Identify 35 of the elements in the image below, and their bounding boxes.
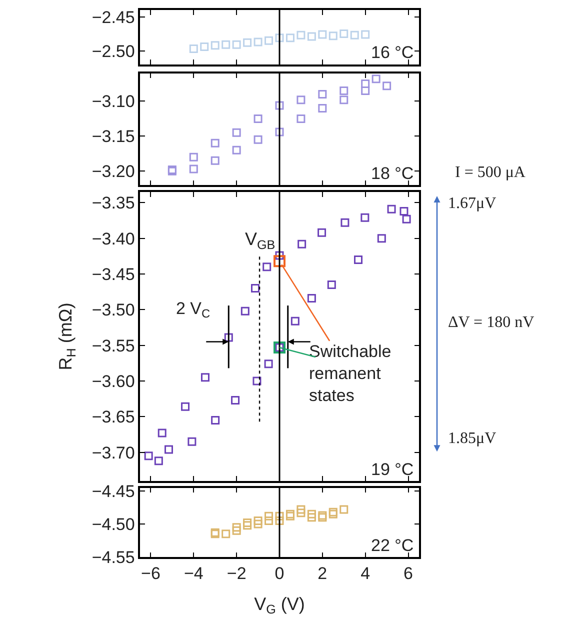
annotation: 16 °C — [371, 43, 414, 62]
x-tick-label: 2 — [318, 564, 328, 584]
y-tick-label: −3.50 — [92, 300, 135, 320]
annotation: 22 °C — [371, 536, 414, 555]
y-tick-label: −2.50 — [92, 42, 135, 61]
text: 1.67μV — [448, 195, 497, 212]
text: I = 500 μA — [455, 164, 526, 181]
x-tick-label: 0 — [274, 564, 284, 584]
y-tick-label: −3.55 — [92, 336, 135, 356]
y-tick-label: −4.45 — [92, 482, 135, 502]
y-tick-label: −4.55 — [92, 548, 135, 567]
x-tick-label: −6 — [141, 564, 160, 584]
y-tick-label: −4.50 — [92, 514, 135, 534]
annotation: 18 °C — [371, 164, 414, 183]
x-tick-label: 4 — [360, 564, 370, 584]
y-tick-label: −3.10 — [92, 92, 135, 112]
y-tick-label: −3.20 — [92, 162, 135, 182]
annotation: 19 °C — [371, 460, 414, 479]
x-tick-label: −4 — [184, 564, 204, 584]
y-tick-label: −3.70 — [92, 443, 135, 462]
text: ΔV = 180 nV — [448, 314, 535, 331]
y-tick-label: −3.40 — [92, 229, 135, 248]
y-tick-label: −2.45 — [92, 8, 135, 27]
y-tick-label: −3.35 — [92, 194, 135, 213]
y-tick-label: −3.45 — [92, 264, 135, 284]
ref-line-label: V$_{GB}$ — [245, 229, 276, 252]
text: 1.85μV — [448, 430, 497, 447]
x-tick-label: −2 — [226, 564, 246, 584]
annotation: 2 V$_{C}$ — [176, 299, 211, 321]
y-tick-label: −3.60 — [92, 372, 135, 391]
x-tick-label: 6 — [404, 564, 414, 584]
y-tick-label: −3.15 — [92, 127, 135, 146]
x-axis-title: V$_{G}$ (V) — [254, 594, 305, 617]
y-tick-label: −3.65 — [92, 408, 135, 427]
annotation: Switchable remanent states — [309, 342, 392, 406]
